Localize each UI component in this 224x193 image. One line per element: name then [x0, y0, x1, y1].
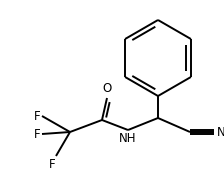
- Text: N: N: [217, 125, 224, 139]
- Text: O: O: [102, 82, 112, 95]
- Text: F: F: [48, 158, 55, 171]
- Text: F: F: [33, 128, 40, 141]
- Text: NH: NH: [119, 132, 137, 145]
- Text: F: F: [33, 109, 40, 123]
